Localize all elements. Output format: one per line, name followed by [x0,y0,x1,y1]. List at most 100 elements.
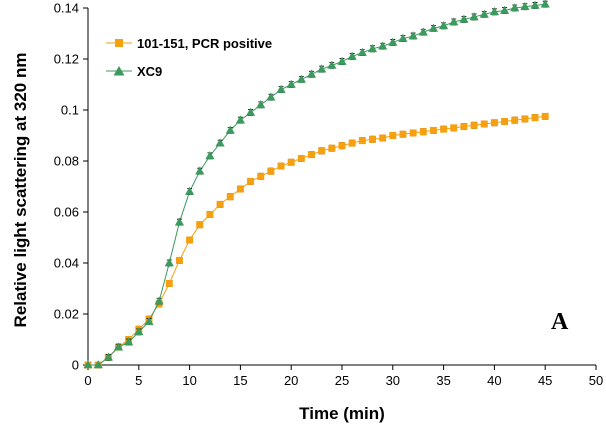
data-point [296,74,306,83]
data-point [205,151,215,160]
data-point [308,151,316,159]
data-point [134,327,144,336]
data-point [186,236,194,244]
data-point [480,120,488,128]
data-point [378,41,388,50]
data-point [469,12,479,21]
data-point [317,64,327,73]
y-tick-label: 0.12 [54,52,79,67]
data-point [185,186,195,195]
legend-marker-triangle [113,66,125,76]
x-tick-label: 15 [233,373,247,388]
x-tick-label: 25 [335,373,349,388]
data-point [419,128,427,136]
data-point [499,5,510,14]
data-point [338,142,346,150]
legend-item-series-1: 101-151, PCR positive [106,36,272,51]
x-tick-label: 5 [135,373,142,388]
data-point [257,172,265,180]
data-point [399,130,407,138]
data-point [398,33,408,42]
data-point [358,137,366,145]
data-point [277,162,285,170]
series-1 [84,112,549,369]
data-point [297,154,305,162]
x-tick-label: 50 [589,373,603,388]
x-tick-label: 20 [284,373,298,388]
data-point [428,23,439,32]
data-point [113,342,124,351]
legend-item-series-2: XC9 [106,64,162,79]
y-tick-label: 0 [72,358,79,373]
x-tick-label: 45 [538,373,552,388]
data-point [418,27,428,36]
data-point [449,17,459,26]
data-point [510,3,520,12]
data-point [348,139,356,147]
data-point [490,119,498,127]
data-point [93,360,103,369]
data-point [245,107,256,116]
data-point [216,200,224,208]
data-point [154,296,164,305]
data-point [379,134,387,142]
x-tick-label: 0 [84,373,91,388]
data-point [267,167,275,175]
data-point [429,126,437,134]
data-point [501,117,509,125]
data-point [276,84,286,93]
data-point [318,147,326,155]
data-point [409,129,417,137]
data-point [521,115,529,123]
data-point [459,14,469,23]
data-point [174,217,185,226]
data-point [195,166,205,175]
data-point [327,60,337,69]
x-tick-label: 30 [386,373,400,388]
data-point [389,132,397,139]
data-point [165,279,173,287]
data-point [368,135,376,143]
data-point [103,352,113,361]
data-point [489,7,499,16]
data-point [247,177,255,185]
data-point [256,100,266,109]
y-tick-label: 0.1 [61,103,79,118]
y-axis-title: Relative light scattering at 320 nm [11,53,30,328]
data-point [531,114,539,122]
data-point [530,0,540,9]
data-point [460,123,468,131]
data-point [266,92,276,101]
data-point [367,44,378,53]
data-point [225,125,235,134]
data-point [236,185,244,193]
data-point [226,193,234,201]
data-point [408,31,418,40]
y-tick-label: 0.14 [54,1,79,16]
series-layer [83,0,550,369]
legend-marker-square [115,39,123,47]
data-point [175,256,183,264]
data-point [164,258,174,267]
data-point [520,1,530,11]
series-2 [83,0,550,369]
x-axis-ticks: 0 5 10 15 20 25 30 35 40 45 50 [84,365,603,388]
x-axis-title: Time (min) [299,404,385,423]
data-point [287,158,295,166]
data-point [144,316,154,325]
data-point [440,125,448,133]
data-point [450,124,458,132]
y-tick-label: 0.02 [54,307,79,322]
y-tick-label: 0.06 [54,205,79,220]
legend-label-series-2: XC9 [137,64,162,79]
legend-label-series-1: 101-151, PCR positive [137,36,272,51]
y-axis-ticks: 0 0.02 0.04 0.06 0.08 0.1 0.12 0.14 [54,1,88,373]
data-point [286,79,296,88]
y-tick-label: 0.04 [54,256,79,271]
y-tick-label: 0.08 [54,154,79,169]
legend: 101-151, PCR positive XC9 [106,36,272,79]
data-point [347,51,357,60]
data-point [337,56,347,65]
data-point [235,115,245,124]
